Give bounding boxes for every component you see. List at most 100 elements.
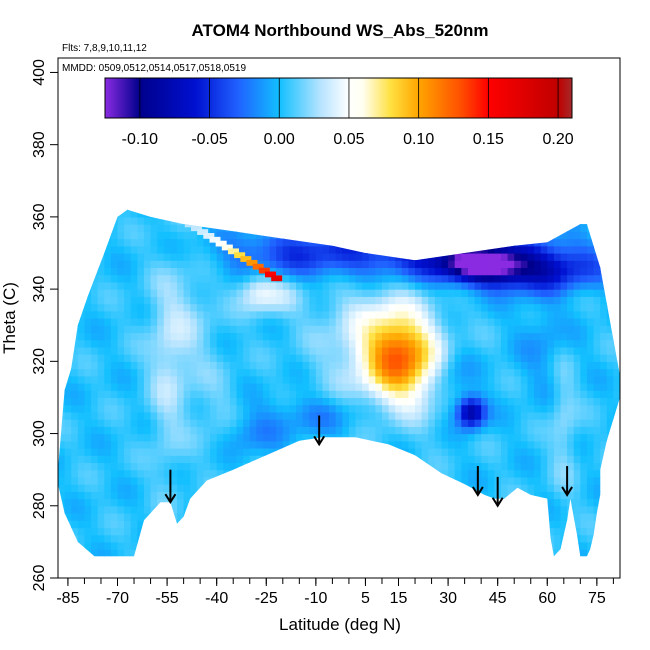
- heatmap-cell: [467, 513, 476, 521]
- heatmap-cell: [375, 361, 383, 370]
- heatmap-cell: [143, 281, 152, 290]
- heatmap-cell: [507, 520, 515, 529]
- heatmap-cell: [441, 513, 449, 521]
- heatmap-cell: [282, 346, 291, 355]
- heatmap-cell: [91, 462, 99, 471]
- heatmap-cell: [276, 245, 284, 254]
- heatmap-cell: [434, 253, 443, 261]
- heatmap-cell: [487, 513, 495, 521]
- heatmap-cell: [520, 253, 529, 261]
- heatmap-cell: [421, 238, 429, 247]
- heatmap-cell: [157, 209, 165, 218]
- heatmap-cell: [527, 484, 535, 492]
- heatmap-cell: [77, 346, 86, 355]
- heatmap-cell: [322, 564, 329, 572]
- heatmap-cell: [434, 260, 443, 269]
- heatmap-cell: [262, 260, 271, 269]
- heatmap-cell: [422, 195, 429, 203]
- heatmap-cell: [157, 390, 165, 399]
- heatmap-cell: [520, 216, 529, 225]
- heatmap-cell: [289, 411, 297, 420]
- heatmap-cell: [64, 491, 72, 500]
- heatmap-cell: [560, 253, 568, 261]
- heatmap-cell: [448, 455, 456, 464]
- heatmap-cell: [64, 325, 72, 334]
- heatmap-cell: [229, 267, 238, 276]
- heatmap-cell: [567, 195, 574, 203]
- heatmap-cell: [64, 245, 72, 254]
- heatmap-cell: [441, 209, 449, 218]
- heatmap-cell: [163, 296, 171, 305]
- heatmap-cell: [335, 209, 343, 211]
- heatmap-cell: [560, 354, 568, 362]
- heatmap-cell: [475, 556, 482, 564]
- heatmap-cell: [375, 238, 383, 247]
- heatmap-cell: [467, 361, 476, 370]
- heatmap-cell: [567, 346, 575, 355]
- heatmap-cell: [196, 390, 205, 399]
- heatmap-cell: [454, 375, 462, 384]
- heatmap-cell: [388, 534, 396, 543]
- heatmap-cell: [143, 390, 152, 399]
- heatmap-cell: [77, 549, 86, 557]
- heatmap-cell: [395, 564, 402, 572]
- heatmap-cell: [329, 289, 337, 297]
- heatmap-cell: [600, 462, 608, 471]
- heatmap-cell: [500, 520, 509, 529]
- heatmap-cell: [567, 411, 575, 420]
- heatmap-cell: [190, 245, 198, 254]
- heatmap-cell: [481, 289, 489, 297]
- heatmap-cell: [514, 433, 522, 442]
- heatmap-cell: [375, 448, 383, 456]
- heatmap-cell: [130, 513, 138, 521]
- heatmap-cell: [573, 390, 581, 399]
- heatmap-cell: [216, 527, 224, 536]
- heatmap-cell: [302, 505, 310, 514]
- heatmap-cell: [520, 332, 529, 341]
- heatmap-cell: [184, 195, 191, 203]
- heatmap-cell: [494, 520, 502, 529]
- heatmap-cell: [110, 513, 119, 521]
- heatmap-cell: [157, 513, 165, 521]
- heatmap-cell: [534, 462, 542, 471]
- heatmap-cell: [309, 556, 316, 564]
- heatmap-cell: [309, 527, 317, 536]
- colorbar-tick-label: 0.00: [264, 131, 295, 148]
- heatmap-cell: [77, 433, 86, 442]
- heatmap-cell: [422, 556, 429, 564]
- heatmap-cell: [157, 245, 165, 254]
- heatmap-cell: [223, 195, 230, 203]
- heatmap-cell: [573, 209, 581, 211]
- heatmap-cell: [170, 339, 178, 348]
- heatmap-cell: [487, 339, 495, 348]
- heatmap-cell: [170, 498, 178, 507]
- heatmap-cell: [342, 245, 350, 254]
- heatmap-cell: [607, 195, 614, 203]
- heatmap-cell: [296, 368, 304, 377]
- heatmap-cell: [243, 224, 251, 232]
- heatmap-cell: [593, 281, 601, 290]
- heatmap-cell: [276, 419, 284, 427]
- heatmap-cell: [196, 274, 205, 283]
- heatmap-cell: [395, 484, 403, 492]
- heatmap-cell: [97, 216, 105, 225]
- heatmap-cell: [560, 484, 568, 492]
- heatmap-cell: [91, 209, 99, 211]
- heatmap-cell: [428, 448, 436, 456]
- heatmap-cell: [368, 289, 376, 297]
- heatmap-cell: [342, 426, 350, 435]
- heatmap-cell: [110, 491, 119, 500]
- heatmap-cell: [58, 549, 66, 557]
- heatmap-cell: [170, 534, 178, 543]
- heatmap-cell: [177, 520, 185, 529]
- heatmap-cell: [467, 534, 476, 543]
- heatmap-cell: [64, 224, 72, 232]
- heatmap-cell: [216, 476, 224, 485]
- heatmap-cell: [243, 303, 251, 312]
- heatmap-cell: [435, 556, 442, 564]
- heatmap-cell: [454, 419, 462, 427]
- heatmap-cell: [137, 448, 145, 456]
- heatmap-cell: [163, 253, 171, 261]
- heatmap-cell: [229, 260, 238, 269]
- heatmap-cell: [434, 455, 443, 464]
